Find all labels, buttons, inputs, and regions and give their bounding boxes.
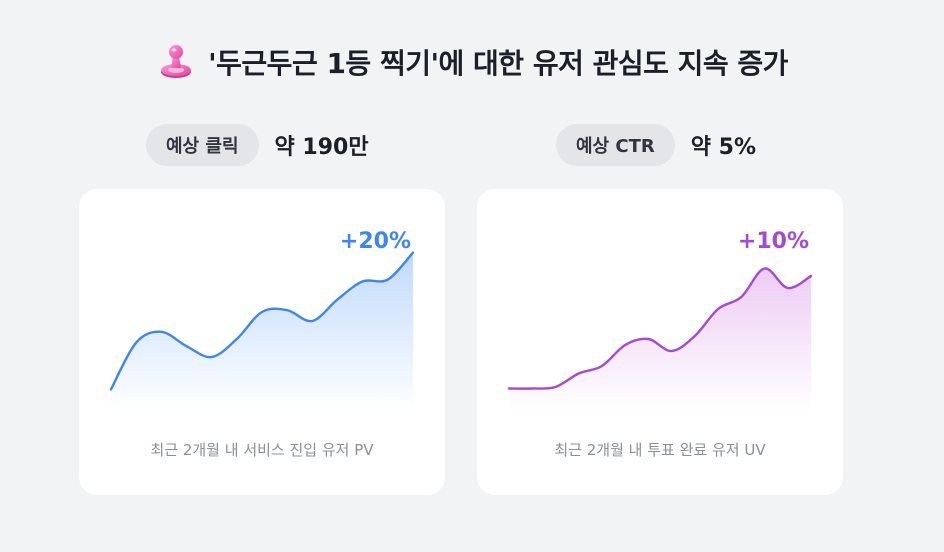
metric-value: 약 5%	[690, 135, 756, 160]
area-chart-pv	[109, 251, 415, 411]
series-area-fill	[111, 252, 413, 411]
series-line	[507, 267, 813, 390]
chart-card-uv: +10% 최근 2개월 내 투표 완료 유저 UV	[477, 189, 843, 495]
metric-label-pill: 예상 CTR	[556, 124, 675, 166]
change-badge: +20%	[339, 229, 411, 254]
title-row: '두근두근 1등 찍기'에 대한 유저 관심도 지속 증가	[0, 40, 944, 84]
page-title: '두근두근 1등 찍기'에 대한 유저 관심도 지속 증가	[208, 47, 788, 80]
stamp-icon	[161, 45, 192, 78]
area-chart-uv	[507, 267, 813, 411]
chart-caption: 최근 2개월 내 투표 완료 유저 UV	[554, 441, 766, 459]
chart-card-pv: +20% 최근 2개월 내 서비스 진입 유저 PV	[79, 189, 445, 495]
metric-expected-ctr: 예상 CTR 약 5%	[556, 124, 756, 166]
series-area-fill	[509, 268, 811, 411]
chart-caption: 최근 2개월 내 서비스 진입 유저 PV	[150, 441, 374, 459]
series-line	[109, 251, 415, 391]
metric-expected-clicks: 예상 클릭 약 190만	[146, 124, 369, 166]
metric-label-pill: 예상 클릭	[146, 124, 259, 166]
change-badge: +10%	[737, 229, 809, 254]
metric-value: 약 190만	[274, 135, 369, 160]
